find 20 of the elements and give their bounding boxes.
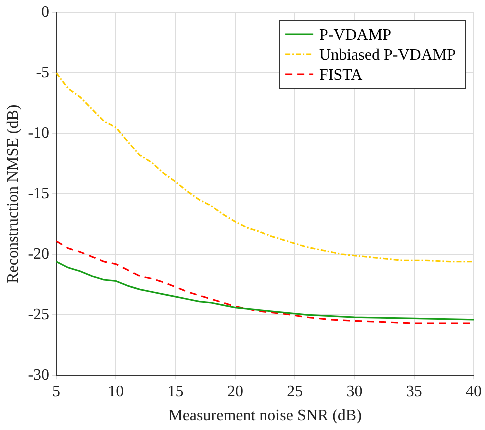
x-tick-label: 30 [346,383,363,400]
y-tick-label: -25 [28,306,50,324]
y-tick-label: -15 [28,185,50,202]
y-tick-label: -30 [28,366,50,384]
x-tick-label: 40 [466,383,482,400]
y-axis-title: Reconstruction NMSE (dB) [4,104,22,284]
x-tick-label: 5 [52,383,61,400]
y-tick-label: -10 [28,124,50,142]
y-tick-label: 0 [42,4,50,21]
x-axis-title: Measurement noise SNR (dB) [168,408,362,425]
legend-label: P-VDAMP [320,26,392,44]
legend-label: FISTA [320,66,364,84]
x-tick-label: 15 [168,383,184,400]
x-tick-label: 10 [108,383,124,400]
legend-label: Unbiased P-VDAMP [320,46,456,64]
y-tick-label: -5 [36,64,50,82]
x-tick-label: 35 [406,383,422,400]
x-tick-label: 20 [227,383,244,400]
y-tick-label: -20 [28,246,50,263]
x-tick-label: 25 [287,383,304,400]
